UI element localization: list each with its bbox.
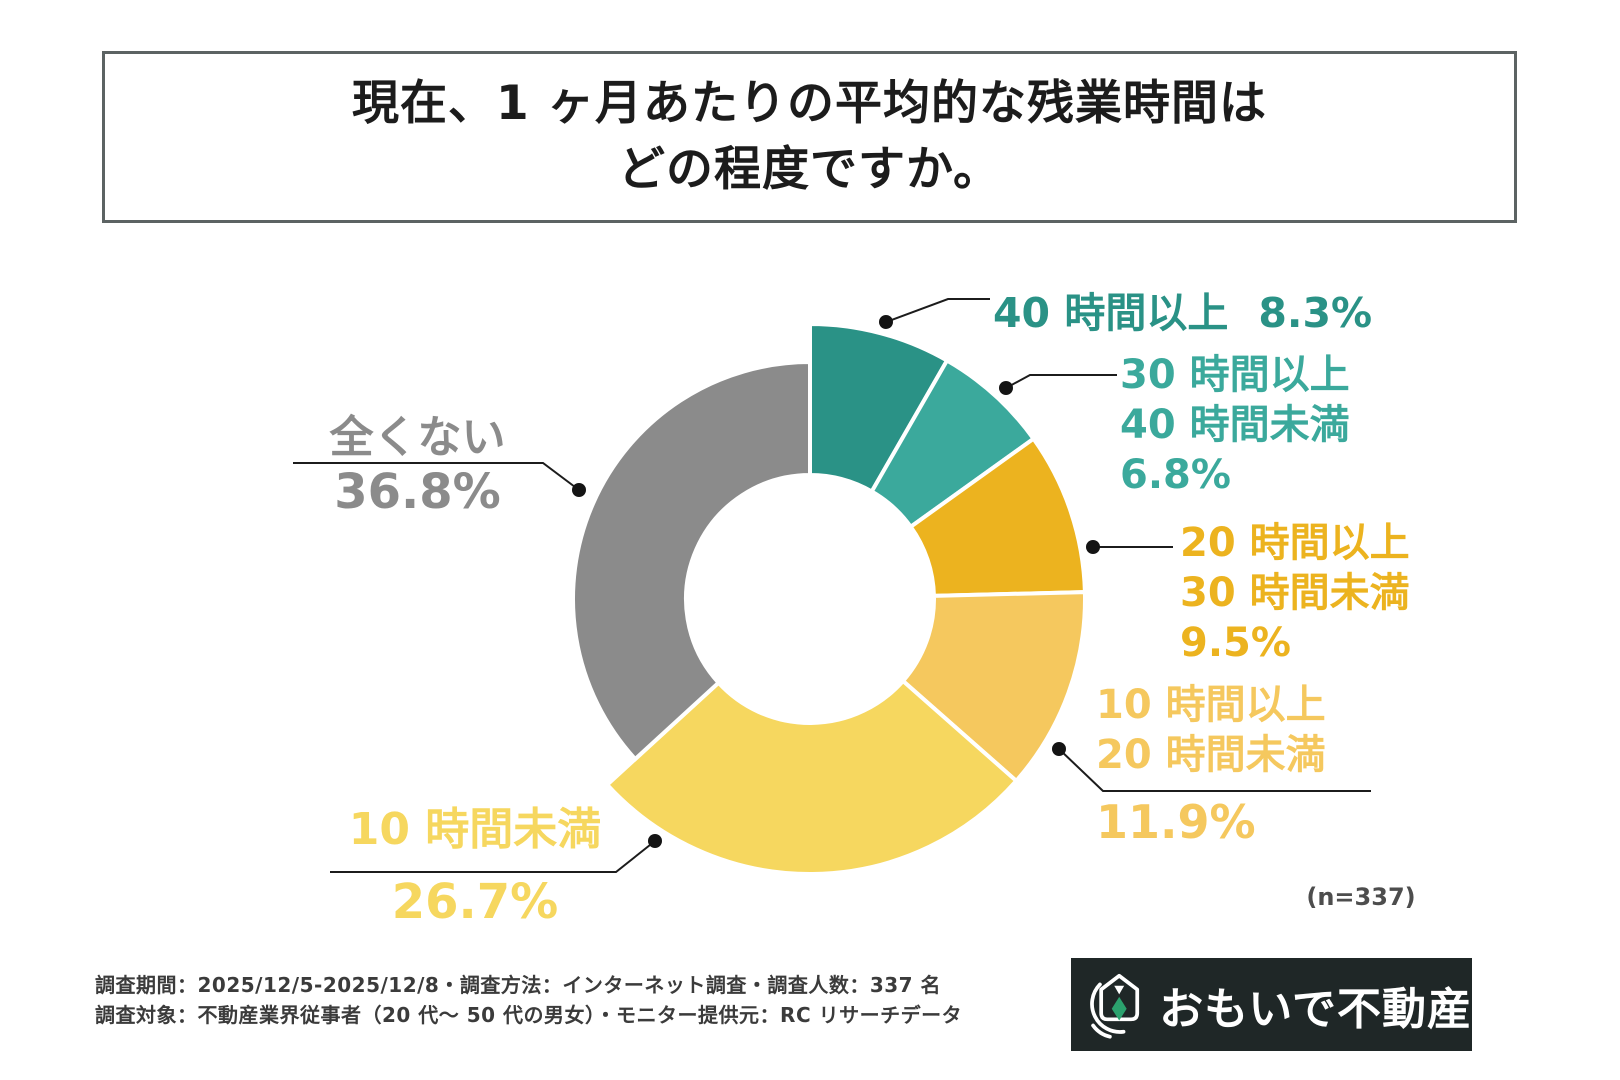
callout-dot: [648, 834, 662, 848]
segment-label-text: 30 時間以上: [1120, 352, 1350, 398]
segment-label-30-40h: 30 時間以上 40 時間未満 6.8%: [1120, 350, 1350, 500]
logo-text: おもいで不動産: [1159, 983, 1472, 1035]
logo-box: おもいで不動産: [1071, 958, 1472, 1051]
question-title-line-2: どの程度ですか。: [617, 142, 1002, 197]
segment-label-text: 20 時間未満: [1096, 732, 1326, 778]
sample-size-note: (n=337): [1306, 883, 1416, 911]
logo-swoosh-arc: [1090, 982, 1126, 1034]
segment-value: 8.3%: [1258, 289, 1373, 337]
segment-label-text: 40 時間未満: [1120, 402, 1350, 448]
segment-label-under-10h: 10 時間未満: [348, 804, 602, 855]
segment-value-10-20h: 11.9%: [1096, 795, 1256, 849]
callout-line: [330, 840, 656, 873]
segment-label-none: 全くない: [329, 412, 506, 463]
donut-slice-5: [571, 359, 812, 762]
callout-dot: [1052, 742, 1066, 756]
house-with-green-diamond-icon: [1090, 973, 1140, 1039]
logo-tie-triangle: [1114, 985, 1125, 994]
callout-dot: [572, 483, 586, 497]
callout-dot: [1086, 540, 1100, 554]
callout-dot: [879, 315, 893, 329]
segment-label-text: 30 時間未満: [1180, 570, 1410, 616]
logo-swoosh-arc-small: [1091, 1023, 1112, 1039]
segment-value-under-10h: 26.7%: [391, 874, 559, 930]
segment-value-none: 36.8%: [334, 464, 501, 520]
segment-value: 9.5%: [1180, 620, 1291, 666]
callout-line: [1058, 748, 1371, 792]
callout-line: [1005, 374, 1117, 389]
segment-label-10-20h: 10 時間以上 20 時間未満: [1096, 680, 1326, 780]
segment-label-40h-plus: 40 時間以上 8.3%: [993, 279, 1372, 339]
donut-slice-4: [604, 678, 1020, 876]
segment-label-text: 40 時間以上: [993, 289, 1229, 337]
callout-line: [293, 462, 580, 491]
callout-dot: [999, 381, 1013, 395]
logo-green-diamond: [1111, 996, 1127, 1021]
question-title-line-1: 現在、1 ヶ月あたりの平均的な残業時間は: [351, 76, 1268, 131]
survey-meta-line-1: 調査期間：2025/12/5-2025/12/8・調査方法：インターネット調査・…: [95, 973, 942, 997]
question-title-box: 現在、1 ヶ月あたりの平均的な残業時間は どの程度ですか。: [102, 51, 1517, 223]
donut-slice-3: [900, 590, 1087, 784]
survey-meta: 調査期間：2025/12/5-2025/12/8・調査方法：インターネット調査・…: [95, 970, 962, 1030]
segment-label-text: 20 時間以上: [1180, 520, 1410, 566]
segment-label-20-30h: 20 時間以上 30 時間未満 9.5%: [1180, 518, 1410, 668]
segment-value: 6.8%: [1120, 452, 1231, 498]
segment-label-text: 10 時間以上: [1096, 682, 1326, 728]
survey-meta-line-2: 調査対象：不動産業界従事者（20 代〜 50 代の男女）・モニター提供元：RC …: [95, 1003, 963, 1027]
callout-line: [885, 298, 990, 323]
